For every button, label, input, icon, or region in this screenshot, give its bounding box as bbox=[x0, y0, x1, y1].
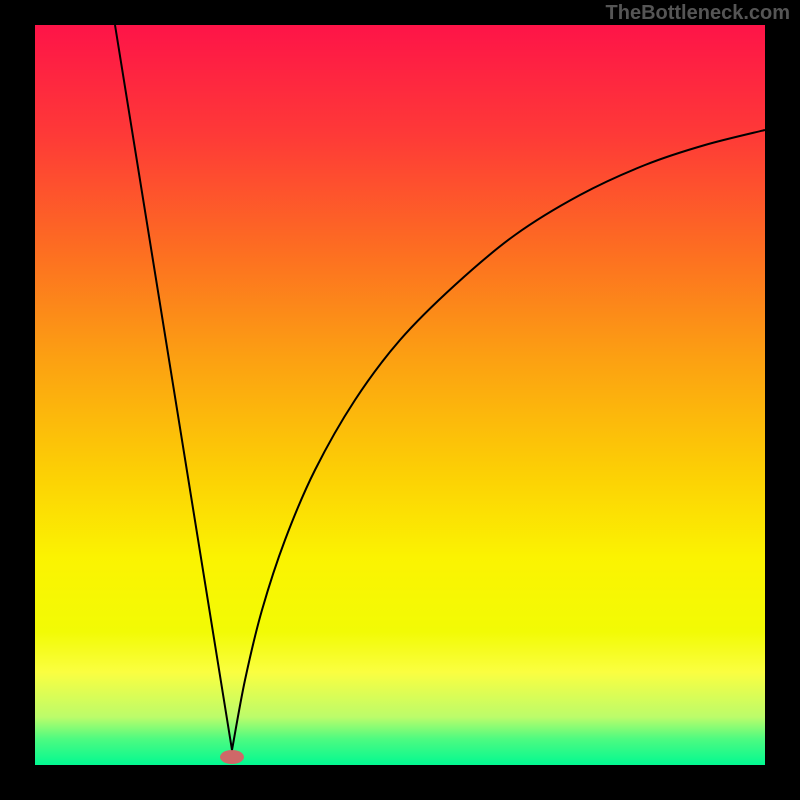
plot-background bbox=[35, 25, 765, 765]
frame-left bbox=[0, 0, 35, 800]
bottleneck-chart bbox=[0, 0, 800, 800]
frame-bottom bbox=[0, 765, 800, 800]
frame-right bbox=[765, 0, 800, 800]
watermark-text: TheBottleneck.com bbox=[606, 2, 790, 25]
chart-container: { "watermark": { "text": "TheBottleneck.… bbox=[0, 0, 800, 800]
valley-marker bbox=[220, 750, 244, 764]
